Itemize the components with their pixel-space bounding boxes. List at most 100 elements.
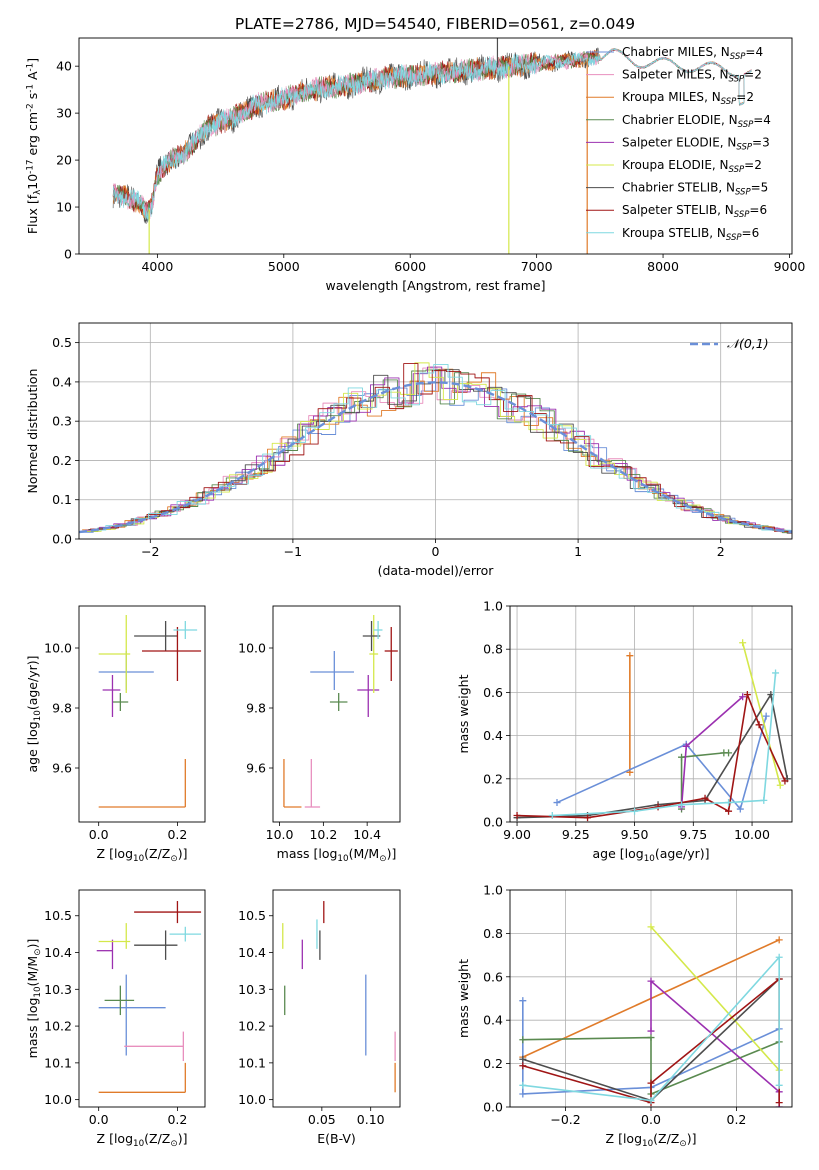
y-tick-label: 10.1 [44, 1055, 72, 1070]
series-line [678, 749, 733, 813]
plot-area [519, 923, 783, 1107]
y-tick-label: 9.8 [246, 701, 266, 716]
axes-mass_vs_ebv: 0.05 0.10 10.0 10.1 10.2 10.3 10.4 10.5 E(B-V) [238, 889, 401, 1146]
series-marker [772, 669, 780, 677]
x-tick-label: 0.2 [727, 1112, 747, 1127]
plot-area [282, 901, 396, 1093]
series-marker [701, 794, 709, 802]
x-tick-label: 9000 [774, 259, 806, 274]
x-tick-label: 10.0 [266, 827, 294, 842]
legend-label: Chabrier STELIB, NSSP=5 [622, 181, 768, 198]
spectrum-line [112, 48, 752, 222]
series-marker [584, 814, 592, 822]
y-tick-label: 10.5 [238, 908, 266, 923]
x-tick-label: 0.10 [357, 1112, 385, 1127]
x-tick-label: 2 [717, 544, 725, 559]
x-tick-label: 4000 [141, 259, 173, 274]
errorbar-point [134, 621, 178, 651]
series-marker [631, 807, 639, 815]
errorbar-point [98, 615, 131, 693]
series-path [741, 642, 782, 786]
series-line [739, 639, 784, 789]
series-marker [725, 749, 733, 757]
histogram-step [89, 363, 792, 534]
legend-label: Salpeter ELODIE, NSSP=3 [622, 135, 770, 152]
y-tick-label: 9.8 [52, 701, 72, 716]
errorbar-point [173, 621, 198, 639]
axes-mass_weight_vs_Z: −0.2 0.0 0.2 0.0 0.2 0.4 0.6 0.8 1.0 Z [log10​(Z/… [456, 883, 793, 1149]
series-path [522, 1036, 780, 1095]
y-tick-label: 40 [56, 59, 72, 74]
errorbar-point [329, 693, 348, 711]
series-marker [647, 1096, 655, 1104]
x-axis-label: Z [log10​(Z/Z⊙​)] [606, 1131, 697, 1149]
series-marker [775, 1081, 783, 1089]
series-marker [775, 1099, 783, 1107]
x-tick-label: −2 [141, 544, 159, 559]
series-marker [519, 1055, 527, 1063]
series-line [519, 953, 783, 1104]
axes-mass_weight_vs_age: 9.00 9.25 9.50 9.75 10.00 0.0 0.2 0.4 0.6 0.8 1.0 a… [456, 599, 793, 864]
plot-area [112, 38, 752, 254]
x-tick-label: 1 [574, 544, 582, 559]
series-marker [548, 812, 556, 820]
axes-frame [272, 889, 401, 1108]
y-tick-label: 0.2 [483, 771, 503, 786]
series-marker [647, 1034, 655, 1042]
y-axis-label: Normed distribution [25, 369, 40, 494]
y-axis-label: mass weight [456, 674, 471, 753]
series-marker [755, 721, 763, 729]
y-tick-label: 0.0 [483, 1100, 503, 1115]
plot-area [79, 362, 792, 534]
y-axis-label: age [log10​(age/yr)] [25, 655, 43, 772]
x-tick-label: 5000 [268, 259, 300, 274]
x-tick-label: −1 [284, 544, 302, 559]
x-tick-label: 8000 [647, 259, 679, 274]
y-tick-label: 0.4 [52, 374, 72, 389]
y-tick-label: 10.1 [238, 1055, 266, 1070]
axes-age_vs_mass: 10.0 10.2 10.4 9.6 9.8 10.0 mass [log10​(M/M⊙​… [238, 605, 401, 864]
x-tick-label: 0.0 [641, 1112, 661, 1127]
x-axis-label: Z [log10​(Z/Z⊙​)] [97, 846, 188, 864]
plot-area [283, 615, 398, 808]
errorbar-point [134, 930, 178, 960]
errorbar-point [142, 627, 202, 681]
errorbar-point [98, 923, 131, 949]
errorbar-point [369, 615, 379, 693]
series-line [647, 923, 783, 1074]
x-tick-label: 10.4 [353, 827, 381, 842]
y-tick-label: 0.0 [483, 815, 503, 830]
x-axis-label: age [log10​(age/yr)] [592, 846, 709, 864]
errorbar-point [124, 1031, 184, 1062]
y-tick-label: 0.4 [483, 728, 503, 743]
errorbar-point [373, 621, 383, 639]
legend-label: Kroupa ELODIE, NSSP=2 [622, 158, 762, 175]
series-line [553, 712, 770, 813]
y-axis-label: Flux [fλ​10-17​ erg cm-2​ s-1​ A-1​] [25, 58, 43, 234]
legend-label: Kroupa MILES, NSSP=2 [622, 90, 754, 107]
errorbar-point [310, 651, 355, 690]
errorbar-point [98, 1062, 186, 1093]
y-tick-label: 10.0 [238, 641, 266, 656]
y-tick-label: 9.6 [52, 761, 72, 776]
plot-area [513, 639, 791, 822]
series-path [522, 956, 780, 1102]
series-marker [739, 639, 747, 647]
legend-label: Salpeter STELIB, NSSP=6 [622, 203, 767, 220]
y-tick-label: 20 [56, 153, 72, 168]
y-tick-label: 10.2 [44, 1019, 72, 1034]
plot-area [98, 615, 202, 808]
errorbar-point [169, 926, 202, 942]
series-marker [519, 1090, 527, 1098]
x-axis-label: E(B-V) [317, 1131, 356, 1146]
series-marker [775, 936, 783, 944]
y-tick-label: 0.0 [52, 532, 72, 547]
x-tick-label: 7000 [521, 259, 553, 274]
y-tick-label: 0.2 [483, 1056, 503, 1071]
series-marker [647, 977, 655, 985]
axes-frame [78, 889, 206, 1108]
errorbar-point [98, 974, 166, 1056]
x-tick-label: 9.25 [562, 827, 590, 842]
x-tick-label: 0.0 [89, 1112, 109, 1127]
series-marker [762, 712, 770, 720]
